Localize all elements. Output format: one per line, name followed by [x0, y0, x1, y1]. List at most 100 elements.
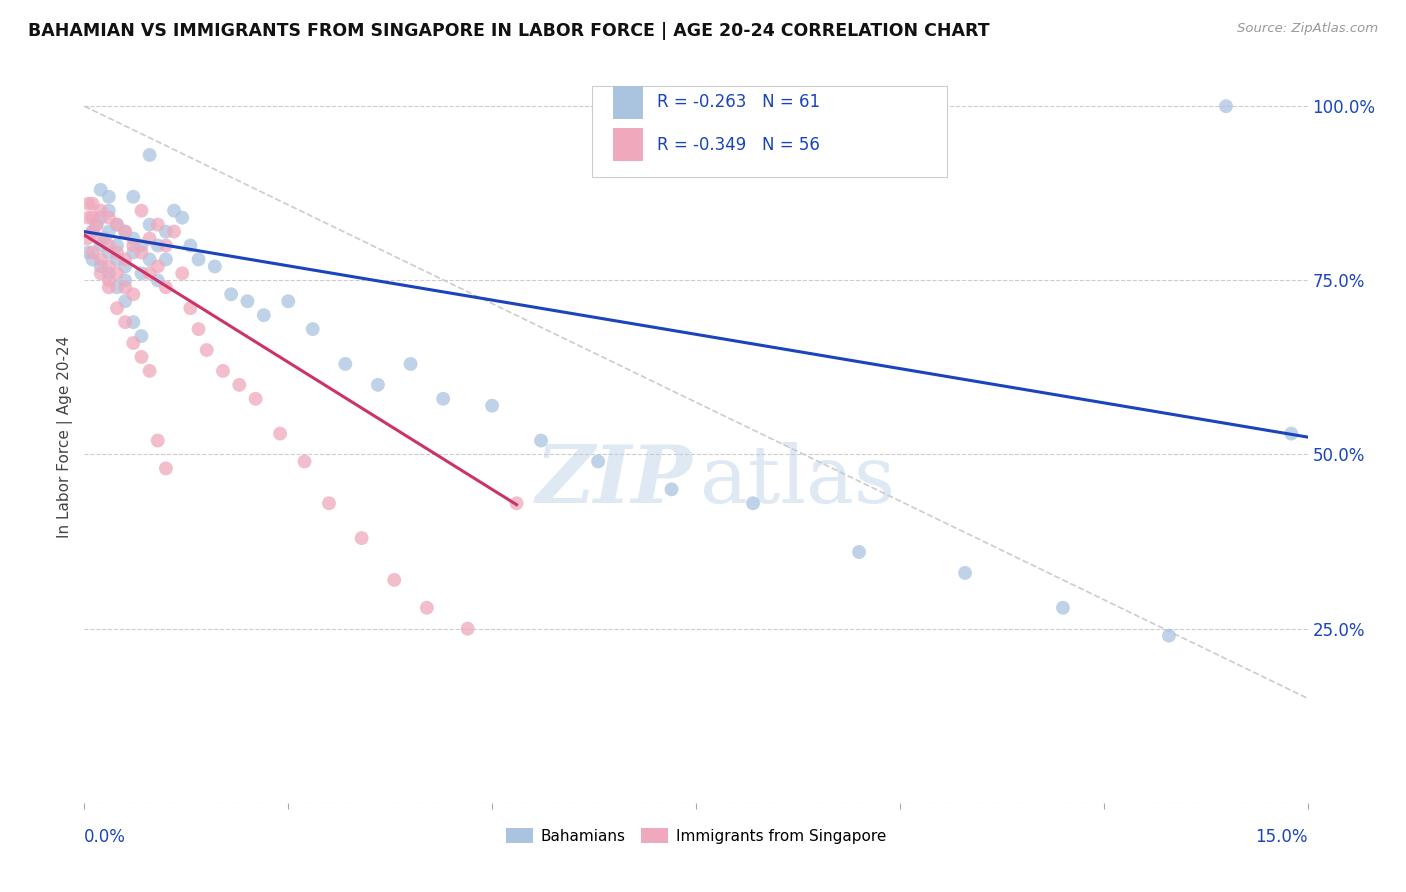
Text: Source: ZipAtlas.com: Source: ZipAtlas.com — [1237, 22, 1378, 36]
Point — [82, 211, 104, 225]
Point — [82, 225, 104, 239]
Point — [269, 426, 291, 441]
Point — [90, 203, 112, 218]
Point — [105, 218, 128, 232]
Point — [1279, 426, 1302, 441]
Point — [586, 454, 609, 468]
Point — [138, 148, 160, 162]
Point — [195, 343, 218, 357]
Point — [318, 496, 340, 510]
Point — [90, 266, 112, 280]
Point — [77, 196, 100, 211]
Point — [505, 496, 527, 510]
Point — [97, 203, 120, 218]
Point — [367, 377, 389, 392]
Point — [848, 545, 870, 559]
Point — [163, 225, 186, 239]
Point — [76, 231, 98, 245]
Point — [97, 245, 120, 260]
Point — [335, 357, 357, 371]
Point — [97, 280, 120, 294]
Point — [131, 266, 153, 280]
Y-axis label: In Labor Force | Age 20-24: In Labor Force | Age 20-24 — [58, 336, 73, 538]
Point — [179, 301, 201, 316]
Point — [97, 273, 120, 287]
Point — [114, 273, 136, 287]
Point — [277, 294, 299, 309]
Point — [114, 260, 136, 274]
Text: R = -0.349   N = 56: R = -0.349 N = 56 — [657, 136, 820, 153]
FancyBboxPatch shape — [613, 128, 644, 161]
Point — [105, 252, 128, 267]
Point — [1052, 600, 1074, 615]
Point — [97, 211, 120, 225]
Point — [155, 252, 177, 267]
Point — [457, 622, 479, 636]
Point — [155, 461, 177, 475]
Point — [122, 245, 145, 260]
Point — [90, 260, 112, 274]
Point — [90, 252, 112, 267]
Point — [179, 238, 201, 252]
Point — [114, 294, 136, 309]
Point — [122, 190, 145, 204]
Point — [1215, 99, 1237, 113]
Point — [155, 238, 177, 252]
Point — [301, 322, 323, 336]
Point — [82, 245, 104, 260]
Point — [155, 280, 177, 294]
Point — [245, 392, 267, 406]
Point — [204, 260, 226, 274]
Point — [131, 238, 153, 252]
Point — [90, 183, 112, 197]
Text: BAHAMIAN VS IMMIGRANTS FROM SINGAPORE IN LABOR FORCE | AGE 20-24 CORRELATION CHA: BAHAMIAN VS IMMIGRANTS FROM SINGAPORE IN… — [28, 22, 990, 40]
Point — [187, 322, 209, 336]
Point — [1157, 629, 1180, 643]
Point — [86, 218, 108, 232]
Point — [82, 252, 104, 267]
Text: atlas: atlas — [700, 442, 894, 520]
Point — [105, 266, 128, 280]
Text: 0.0%: 0.0% — [84, 828, 127, 846]
Point — [294, 454, 316, 468]
Point — [530, 434, 553, 448]
Point — [122, 315, 145, 329]
Point — [114, 225, 136, 239]
Point — [146, 238, 169, 252]
Text: R = -0.263   N = 61: R = -0.263 N = 61 — [657, 93, 820, 112]
Point — [253, 308, 276, 322]
Point — [122, 287, 145, 301]
Point — [93, 231, 115, 245]
Point — [742, 496, 765, 510]
Point — [228, 377, 250, 392]
FancyBboxPatch shape — [613, 86, 644, 119]
Point — [382, 573, 405, 587]
Point — [114, 280, 136, 294]
Point — [131, 329, 153, 343]
Point — [155, 225, 177, 239]
Point — [105, 245, 128, 260]
Point — [146, 260, 169, 274]
Point — [105, 301, 128, 316]
Point — [236, 294, 259, 309]
Point — [138, 266, 160, 280]
Point — [219, 287, 242, 301]
Point — [131, 350, 153, 364]
Point — [122, 231, 145, 245]
Point — [432, 392, 454, 406]
Point — [131, 203, 153, 218]
Point — [97, 238, 120, 252]
Point — [172, 266, 194, 280]
Point — [953, 566, 976, 580]
Point — [105, 238, 128, 252]
Text: 15.0%: 15.0% — [1256, 828, 1308, 846]
Point — [146, 218, 169, 232]
Legend: Bahamians, Immigrants from Singapore: Bahamians, Immigrants from Singapore — [499, 822, 893, 850]
Point — [77, 211, 100, 225]
Point — [187, 252, 209, 267]
Point — [163, 203, 186, 218]
Point — [138, 252, 160, 267]
Point — [114, 225, 136, 239]
Point — [146, 273, 169, 287]
Point — [97, 190, 120, 204]
